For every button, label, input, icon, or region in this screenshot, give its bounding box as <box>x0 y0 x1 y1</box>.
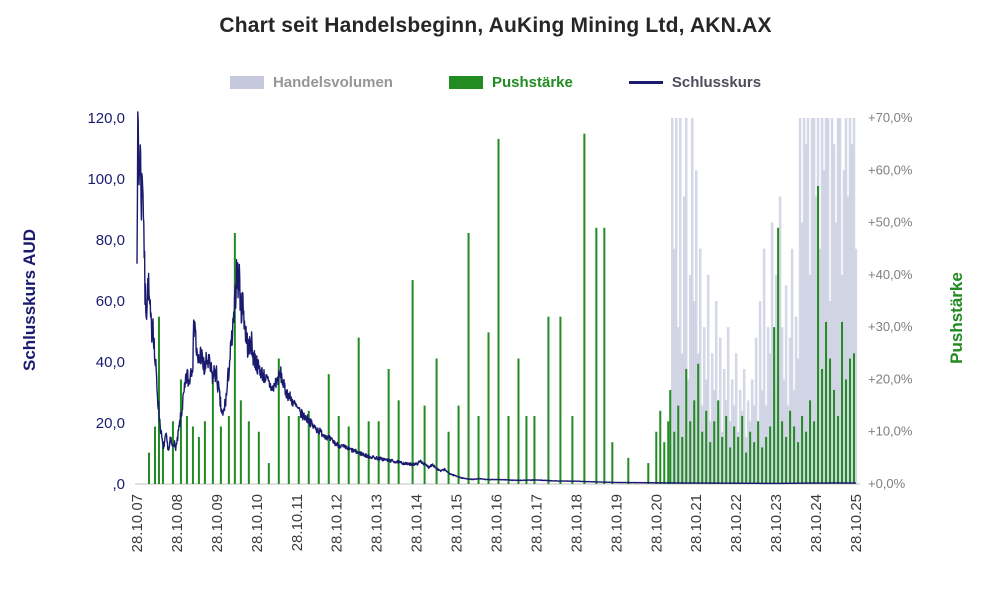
svg-text:28.10.16: 28.10.16 <box>489 494 506 552</box>
svg-text:28.10.17: 28.10.17 <box>528 494 545 552</box>
legend-label-schlusskurs: Schlusskurs <box>671 74 762 91</box>
svg-text:28.10.10: 28.10.10 <box>249 494 266 552</box>
svg-text:+0,0%: +0,0% <box>868 476 906 491</box>
svg-text:28.10.22: 28.10.22 <box>728 494 745 552</box>
svg-text:,0: ,0 <box>112 476 125 493</box>
svg-text:120,0: 120,0 <box>87 110 125 127</box>
svg-text:40,0: 40,0 <box>96 354 125 371</box>
volume-swatch-icon <box>229 76 264 89</box>
close-line-swatch-icon <box>628 81 663 84</box>
svg-text:28.10.09: 28.10.09 <box>209 494 226 552</box>
svg-text:28.10.08: 28.10.08 <box>169 494 186 552</box>
svg-text:28.10.14: 28.10.14 <box>409 494 426 552</box>
svg-text:28.10.18: 28.10.18 <box>568 494 585 552</box>
legend-item-handelsvolumen[interactable]: Handelsvolumen <box>229 74 393 91</box>
svg-text:+20,0%: +20,0% <box>868 371 913 386</box>
legend-label-pushstaerke: Pushstärke <box>491 74 573 91</box>
svg-text:20,0: 20,0 <box>96 415 125 432</box>
svg-text:+40,0%: +40,0% <box>868 267 913 282</box>
push-swatch-icon <box>448 76 483 89</box>
legend-label-handelsvolumen: Handelsvolumen <box>272 74 393 91</box>
legend-item-pushstaerke[interactable]: Pushstärke <box>448 74 573 91</box>
svg-text:80,0: 80,0 <box>96 232 125 249</box>
legend-item-schlusskurs[interactable]: Schlusskurs <box>628 74 762 91</box>
svg-text:28.10.11: 28.10.11 <box>289 494 306 551</box>
svg-text:+70,0%: +70,0% <box>868 110 913 125</box>
svg-text:28.10.15: 28.10.15 <box>449 494 466 552</box>
svg-text:60,0: 60,0 <box>96 293 125 310</box>
svg-text:+50,0%: +50,0% <box>868 215 913 230</box>
svg-text:28.10.23: 28.10.23 <box>768 494 785 552</box>
svg-text:28.10.07: 28.10.07 <box>129 494 146 552</box>
svg-text:28.10.13: 28.10.13 <box>369 494 386 552</box>
legend: Handelsvolumen Pushstärke Schlusskurs <box>0 74 991 91</box>
svg-text:100,0: 100,0 <box>87 171 125 188</box>
svg-text:+60,0%: +60,0% <box>868 162 913 177</box>
svg-text:28.10.12: 28.10.12 <box>329 494 346 552</box>
svg-text:28.10.20: 28.10.20 <box>648 494 665 552</box>
svg-text:+10,0%: +10,0% <box>868 424 913 439</box>
svg-text:28.10.19: 28.10.19 <box>608 494 625 552</box>
svg-text:28.10.24: 28.10.24 <box>808 494 825 552</box>
svg-text:28.10.21: 28.10.21 <box>688 494 705 552</box>
chart-title: Chart seit Handelsbeginn, AuKing Mining … <box>219 14 772 37</box>
svg-text:28.10.25: 28.10.25 <box>848 494 865 552</box>
svg-text:+30,0%: +30,0% <box>868 319 913 334</box>
